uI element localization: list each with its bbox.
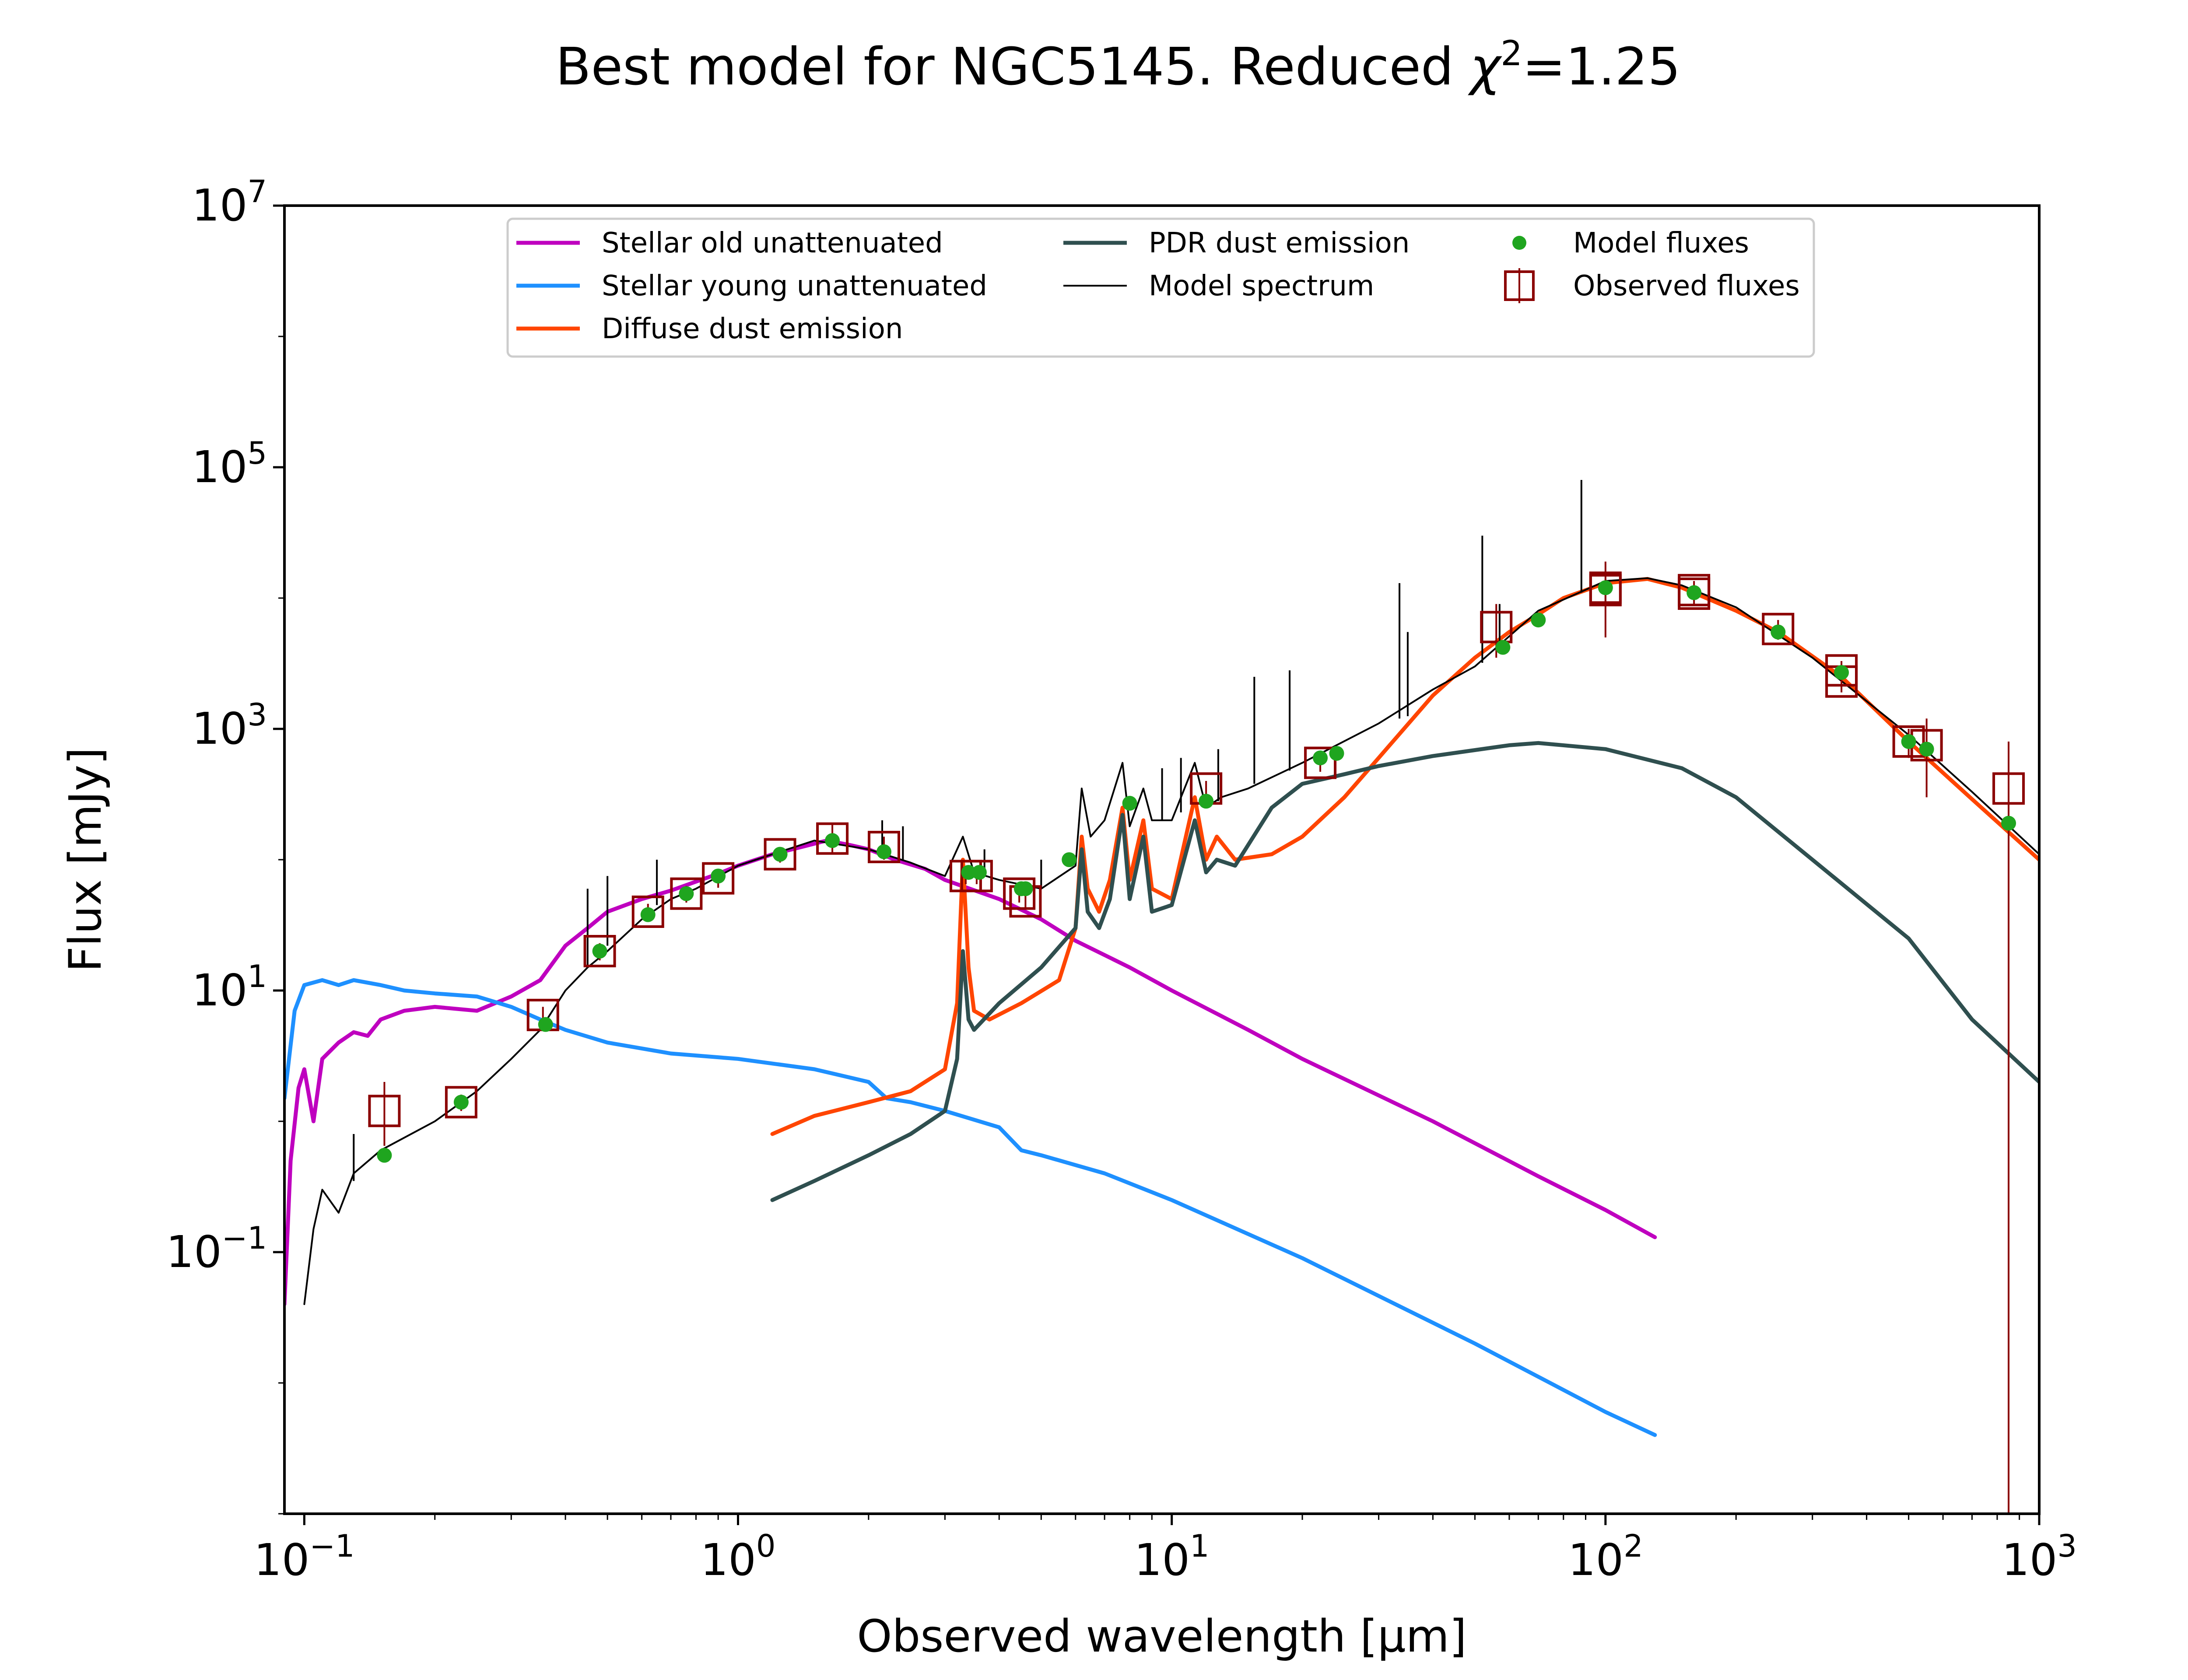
model-flux-point [1062, 852, 1077, 867]
legend-swatch-observed-fluxes [1504, 270, 1535, 301]
y-tick-label: 107 [192, 174, 267, 231]
model-flux-point [377, 1148, 392, 1163]
series-line-pdr-dust-emission [770, 741, 2039, 1202]
model-flux-point [1199, 794, 1214, 809]
observed-flux-marker [1003, 877, 1036, 910]
series-line-diffuse-dust-emission [770, 577, 2039, 1136]
x-tick-label: 102 [1568, 1528, 1643, 1586]
model-flux-point [961, 864, 976, 880]
observed-flux-marker [960, 860, 993, 892]
legend-label-diffuse-dust-emission: Diffuse dust emission [602, 313, 903, 345]
y-tick-label: 105 [192, 435, 267, 493]
observed-flux-marker [764, 838, 796, 871]
model-flux-point [1834, 665, 1849, 680]
model-flux-point [592, 943, 607, 959]
observed-flux-marker [631, 895, 664, 928]
model-flux-point [825, 833, 840, 848]
model-flux-point [640, 907, 656, 922]
model-flux-point [453, 1095, 469, 1110]
observed-flux-marker [816, 822, 849, 855]
series-line-stellar-old-unattenuated [284, 838, 1657, 1306]
observed-flux-marker [1304, 746, 1337, 779]
model-flux-point [1598, 580, 1613, 595]
observed-flux-marker [1892, 725, 1925, 758]
series-line-stellar-young-unattenuated [284, 978, 1657, 1437]
x-tick-label: 10−1 [254, 1528, 354, 1586]
model-flux-point [1495, 640, 1511, 655]
observed-flux-marker [368, 1095, 401, 1127]
model-flux-point [772, 847, 788, 862]
marker-layer [368, 561, 2025, 1514]
model-flux-point [1531, 612, 1546, 628]
legend: Stellar old unattenuated Stellar young un… [506, 217, 1815, 358]
model-flux-point [1018, 881, 1033, 896]
model-flux-point [971, 864, 987, 880]
x-tick-label: 100 [701, 1528, 776, 1586]
observed-flux-marker [1678, 578, 1711, 610]
model-flux-point [2001, 816, 2016, 831]
legend-label-observed-fluxes: Observed fluxes [1573, 270, 1800, 302]
observed-flux-marker [1992, 772, 2025, 805]
series-layer [284, 480, 2039, 1437]
y-tick-label: 103 [192, 697, 267, 754]
observed-flux-marker [583, 934, 616, 967]
observed-flux-marker [702, 862, 735, 895]
observed-flux-marker [868, 831, 901, 864]
observed-flux-marker [445, 1086, 477, 1119]
legend-label-pdr-dust-emission: PDR dust emission [1149, 227, 1410, 259]
model-flux-point [1687, 585, 1702, 600]
model-flux-point [711, 868, 726, 884]
y-tick-label: 10−1 [166, 1220, 267, 1278]
y-tick-label: 101 [192, 959, 267, 1016]
series-line-model-spectrum [303, 577, 2039, 1305]
legend-swatch-model-fluxes [1512, 236, 1526, 250]
legend-box [506, 217, 1815, 358]
model-flux-point [1771, 624, 1786, 640]
model-flux-point [1919, 742, 1934, 757]
legend-label-model-spectrum: Model spectrum [1149, 270, 1374, 302]
model-flux-point [1901, 734, 1916, 749]
legend-label-stellar-young-unattenuated: Stellar young unattenuated [602, 270, 987, 302]
model-flux-point [877, 844, 892, 859]
observed-flux-marker [1762, 612, 1795, 645]
y-axis-label: Flux [mJy] [60, 747, 112, 972]
observed-flux-marker [670, 877, 703, 910]
x-axis-label: Observed wavelength [μm] [857, 1610, 1467, 1662]
model-flux-point [679, 886, 694, 901]
model-flux-point [1313, 750, 1328, 766]
chart-title: Best model for NGC5145. Reduced χ2=1.25 [556, 34, 1681, 97]
model-flux-point [1329, 746, 1344, 761]
x-tick-label: 101 [1134, 1528, 1210, 1586]
legend-label-stellar-old-unattenuated: Stellar old unattenuated [602, 227, 943, 259]
legend-label-model-fluxes: Model fluxes [1573, 227, 1749, 259]
observed-flux-marker [1480, 611, 1513, 644]
observed-flux-marker [1589, 574, 1622, 606]
tick-layer: 10−1 100 101 102 103 10−1 101 103 105 107 [166, 174, 2077, 1586]
model-flux-point [538, 1017, 553, 1032]
model-flux-point [1122, 796, 1137, 811]
x-tick-label: 103 [2002, 1528, 2077, 1586]
